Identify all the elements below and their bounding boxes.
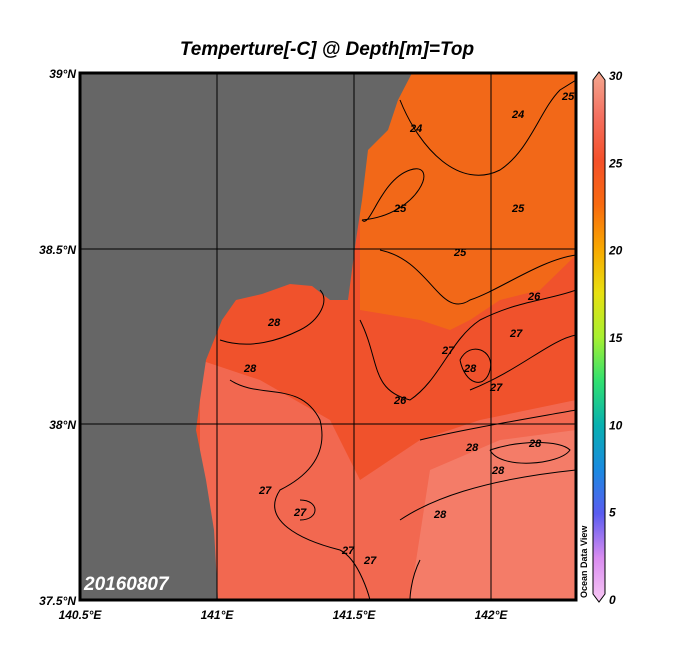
- colorbar-tick-label: 0: [609, 593, 616, 607]
- colorbar-tick-label: 30: [609, 69, 623, 83]
- sea-north-warm: [360, 73, 576, 330]
- map-area[interactable]: 24 24 25 25 25 25 26 26 27 27 27 28 28 2…: [80, 73, 576, 600]
- svg-text:142°E: 142°E: [475, 608, 509, 622]
- svg-text:24: 24: [409, 123, 422, 135]
- svg-text:26: 26: [393, 395, 407, 407]
- svg-text:28: 28: [463, 363, 477, 375]
- svg-text:26: 26: [527, 291, 541, 303]
- svg-text:27: 27: [489, 382, 503, 394]
- svg-text:141°E: 141°E: [201, 608, 235, 622]
- land: [80, 73, 412, 600]
- colorbar-body: [592, 71, 606, 603]
- contour-lines: [219, 79, 576, 600]
- svg-text:37.5°N: 37.5°N: [39, 594, 76, 608]
- watermark: Ocean Data View: [579, 525, 589, 598]
- svg-text:28: 28: [267, 317, 281, 329]
- svg-text:27: 27: [363, 555, 377, 567]
- svg-text:28: 28: [528, 438, 542, 450]
- colorbar-tick-label: 20: [608, 244, 623, 258]
- lon-tick-labels: 140.5°E 141°E 141.5°E 142°E: [59, 608, 509, 622]
- svg-text:27: 27: [258, 485, 272, 497]
- sea-southeast-light: [410, 430, 576, 600]
- date-label: 20160807: [83, 574, 170, 595]
- colorbar: 0 5 10 15 20 25 30: [592, 69, 623, 607]
- svg-text:27: 27: [341, 545, 355, 557]
- svg-text:28: 28: [243, 363, 257, 375]
- colorbar-tick-label: 5: [609, 506, 616, 520]
- svg-text:28: 28: [491, 465, 505, 477]
- svg-text:140.5°E: 140.5°E: [59, 608, 103, 622]
- lat-tick-labels: 39°N 38.5°N 38°N 37.5°N: [39, 67, 76, 608]
- svg-text:27: 27: [509, 328, 523, 340]
- svg-text:27: 27: [293, 507, 307, 519]
- svg-text:38°N: 38°N: [49, 418, 76, 432]
- svg-text:27: 27: [441, 345, 455, 357]
- colorbar-tick-label: 15: [609, 331, 623, 345]
- map-frame: [78, 71, 578, 602]
- svg-text:141.5°E: 141.5°E: [333, 608, 377, 622]
- grid-lines: [80, 73, 576, 600]
- contour-labels: 24 24 25 25 25 25 26 26 27 27 27 28 28 2…: [243, 91, 575, 567]
- colorbar-tick-label: 10: [609, 418, 623, 432]
- svg-text:25: 25: [561, 91, 575, 103]
- map-title: Temperture[-C] @ Depth[m]=Top: [180, 39, 474, 60]
- svg-text:28: 28: [465, 442, 479, 454]
- svg-text:25: 25: [393, 203, 407, 215]
- svg-text:25: 25: [453, 247, 467, 259]
- svg-text:28: 28: [433, 509, 447, 521]
- svg-text:38.5°N: 38.5°N: [39, 243, 76, 257]
- svg-text:24: 24: [511, 109, 524, 121]
- colorbar-tick-label: 25: [608, 156, 623, 170]
- svg-text:39°N: 39°N: [49, 67, 76, 81]
- svg-text:25: 25: [511, 203, 525, 215]
